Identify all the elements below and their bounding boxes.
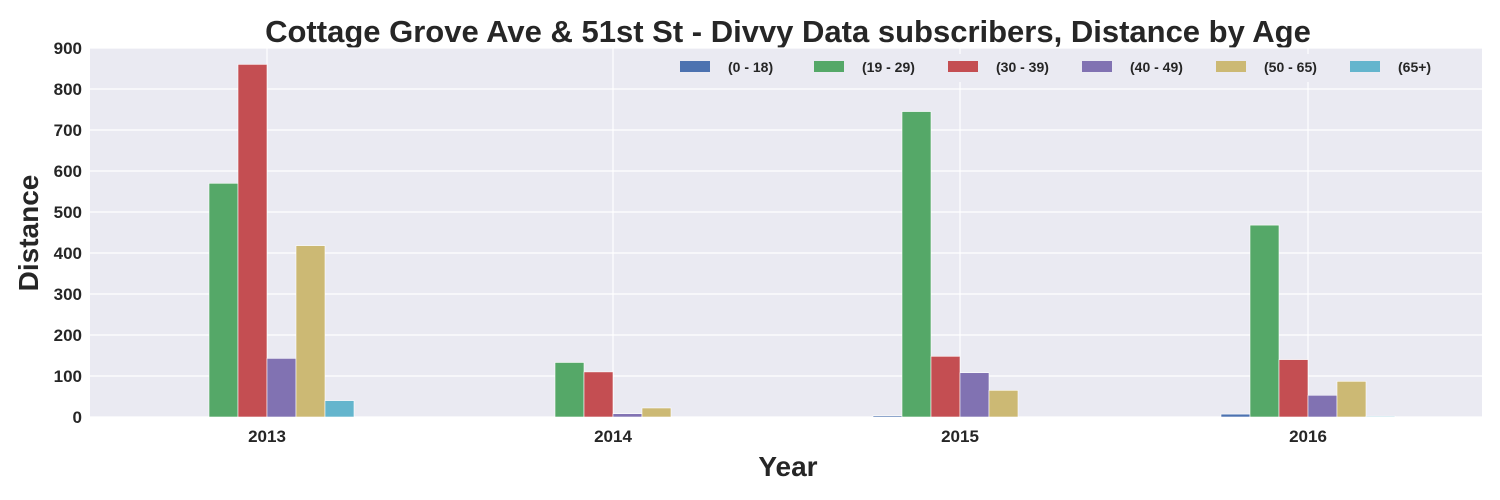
y-axis-label: Distance — [13, 175, 44, 292]
legend: (0 - 18) (19 - 29) (30 - 39) (40 - 49) (50 -… — [674, 54, 1478, 82]
y-tick-label: 0 — [73, 408, 82, 427]
bar — [641, 407, 672, 418]
legend-background — [674, 54, 1478, 82]
bar — [612, 413, 643, 418]
legend-swatch — [948, 61, 978, 72]
x-tick-labels: 2013 2014 2015 2016 — [248, 427, 1327, 446]
legend-swatch — [1082, 61, 1112, 72]
bar — [1307, 394, 1338, 418]
bar — [324, 400, 355, 418]
legend-swatch — [814, 61, 844, 72]
y-tick-labels: 0 100 200 300 400 500 600 700 800 900 — [54, 39, 82, 427]
bar — [988, 390, 1019, 418]
y-tick-label: 400 — [54, 244, 82, 263]
y-tick-label: 900 — [54, 39, 82, 58]
bar — [901, 111, 932, 418]
chart-title: Cottage Grove Ave & 51st St - Divvy Data… — [265, 14, 1311, 49]
bars — [208, 64, 1396, 418]
bar — [1220, 413, 1251, 418]
x-tick-label: 2014 — [594, 427, 632, 446]
bar — [959, 372, 990, 418]
legend-label: (40 - 49) — [1130, 59, 1183, 75]
bar — [583, 371, 614, 418]
legend-label: (19 - 29) — [862, 59, 915, 75]
y-tick-label: 300 — [54, 285, 82, 304]
legend-label: (65+) — [1398, 59, 1431, 75]
bar — [1365, 415, 1396, 418]
x-tick-label: 2016 — [1289, 427, 1327, 446]
legend-swatch — [1216, 61, 1246, 72]
bar — [208, 183, 239, 418]
legend-label: (30 - 39) — [996, 59, 1049, 75]
bar — [1249, 224, 1280, 418]
y-tick-label: 600 — [54, 162, 82, 181]
legend-label: (0 - 18) — [728, 59, 773, 75]
bar — [237, 64, 268, 418]
bar — [1336, 381, 1367, 418]
legend-swatch — [680, 61, 710, 72]
bar — [266, 358, 297, 418]
x-tick-label: 2015 — [941, 427, 979, 446]
y-tick-label: 500 — [54, 203, 82, 222]
bar — [930, 356, 961, 418]
bar — [1278, 359, 1309, 418]
bar — [872, 415, 903, 418]
legend-label: (50 - 65) — [1264, 59, 1317, 75]
y-tick-label: 700 — [54, 121, 82, 140]
x-tick-label: 2013 — [248, 427, 286, 446]
bar — [295, 245, 326, 418]
y-tick-label: 100 — [54, 367, 82, 386]
legend-swatch — [1350, 61, 1380, 72]
y-tick-label: 200 — [54, 326, 82, 345]
bar — [554, 362, 585, 418]
y-tick-label: 800 — [54, 80, 82, 99]
x-axis-label: Year — [758, 451, 817, 482]
